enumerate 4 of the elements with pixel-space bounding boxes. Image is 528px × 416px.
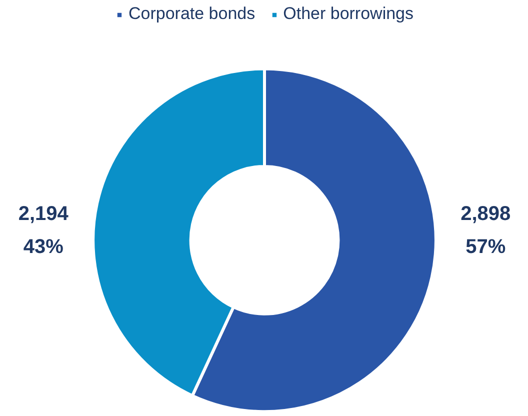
legend-label: Corporate bonds xyxy=(128,4,256,24)
data-label: 2,898 57% xyxy=(460,202,511,258)
legend-label: Other borrowings xyxy=(283,4,414,24)
data-label: 2,194 43% xyxy=(18,202,70,258)
